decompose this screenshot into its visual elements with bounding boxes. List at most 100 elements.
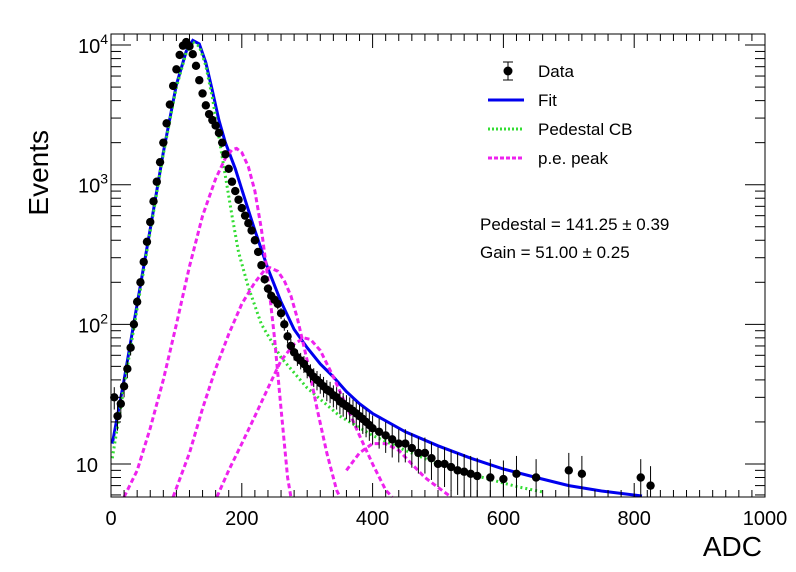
data-point: [195, 76, 204, 85]
data-point: [201, 101, 211, 110]
data-point: [273, 299, 282, 309]
data-point: [420, 448, 430, 458]
x-tick-label: 0: [105, 508, 116, 530]
data-point: [427, 453, 436, 463]
data-point: [381, 431, 390, 440]
data-point: [564, 466, 573, 475]
data-point: [577, 469, 587, 479]
series-pedestal-cb-line: [110, 40, 543, 494]
legend-p-e-peak-label: p.e. peak: [538, 149, 608, 168]
data-point: [636, 473, 645, 482]
data-point: [168, 81, 178, 91]
data-point: [250, 236, 260, 245]
axis-ticks: [110, 34, 766, 497]
legend-fit-label: Fit: [538, 91, 557, 110]
x-tick-label: 1000: [743, 508, 788, 530]
data-point: [459, 467, 469, 476]
data-point: [286, 341, 296, 351]
x-tick-label: 400: [356, 508, 389, 530]
pedestal-annotation: Pedestal = 141.25 ± 0.39: [480, 215, 669, 234]
data-point: [214, 128, 224, 138]
data-point: [136, 278, 145, 287]
data-point: [280, 320, 289, 329]
x-tick-label: 800: [618, 508, 651, 530]
y-tick-label: 10: [76, 455, 98, 477]
gain-annotation: Gain = 51.00 ± 0.25: [480, 243, 630, 262]
data-point: [433, 459, 443, 469]
legend-data-marker: [503, 66, 513, 76]
series-p-e-peak-1-line: [122, 146, 293, 498]
data-point: [646, 481, 655, 490]
y-axis-label: Events: [23, 130, 54, 216]
data-point: [453, 466, 462, 475]
data-point: [198, 89, 207, 98]
curves-layer: [110, 38, 643, 499]
data-point: [165, 100, 175, 109]
data-point: [227, 177, 237, 186]
data-point: [407, 443, 417, 453]
data-point: [175, 50, 184, 60]
data-point: [244, 218, 253, 228]
data-point: [129, 320, 139, 329]
data-point: [486, 473, 495, 482]
data-point: [185, 42, 194, 51]
data-point: [473, 471, 482, 481]
data-point: [149, 197, 158, 206]
data-point: [224, 164, 233, 173]
data-point: [155, 157, 165, 167]
legend-data-label: Data: [538, 62, 574, 81]
data-point: [162, 119, 171, 128]
data-point: [466, 469, 475, 479]
data-point: [276, 309, 286, 318]
data-point: [440, 459, 449, 469]
data-point: [446, 462, 456, 472]
data-point: [283, 332, 292, 341]
data-point: [123, 364, 132, 374]
data-point: [401, 439, 410, 448]
data-point: [119, 382, 129, 391]
data-point: [211, 121, 220, 130]
series-p-e-peak-3-line: [215, 336, 394, 499]
data-point: [113, 411, 122, 421]
x-tick-label: 200: [225, 508, 258, 530]
data-point: [191, 61, 201, 71]
data-point: [146, 217, 155, 227]
legend-pedestal-cb-label: Pedestal CB: [538, 120, 633, 139]
data-point: [188, 50, 197, 59]
data-point: [234, 195, 243, 204]
data-point: [263, 284, 273, 293]
data-point: [394, 439, 403, 448]
data-point: [368, 424, 377, 433]
data-point: [237, 203, 246, 213]
data-point: [253, 247, 263, 257]
data-point: [512, 469, 521, 479]
data-point: [414, 448, 423, 458]
legend: Data Fit Pedestal CB p.e. peak: [488, 61, 633, 168]
series-p-e-peak-2-line: [171, 265, 342, 498]
data-point: [231, 186, 240, 196]
data-point: [142, 237, 152, 246]
data-point: [257, 261, 266, 270]
data-point: [116, 399, 126, 408]
data-point: [260, 275, 269, 284]
data-point: [217, 138, 227, 147]
data-point: [531, 473, 541, 482]
data-point: [499, 474, 508, 484]
data-point: [247, 226, 256, 235]
data-point: [126, 343, 135, 352]
data-point: [159, 138, 168, 147]
data-point: [172, 65, 181, 74]
data-point: [139, 257, 148, 267]
data-points-layer: [110, 37, 655, 497]
data-point: [388, 435, 397, 444]
data-point: [374, 427, 384, 436]
data-point: [132, 297, 142, 306]
data-point: [152, 177, 161, 186]
data-point: [221, 150, 230, 159]
x-axis-label: ADC: [703, 531, 762, 562]
data-point: [240, 211, 250, 220]
x-tick-label: 600: [487, 508, 520, 530]
